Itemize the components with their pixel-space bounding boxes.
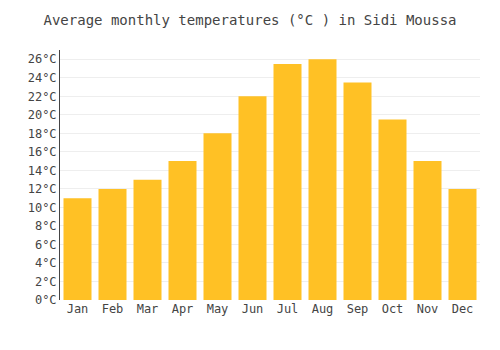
- svg-text:26°C: 26°C: [28, 52, 57, 66]
- svg-text:10°C: 10°C: [28, 201, 57, 215]
- svg-text:Feb: Feb: [102, 302, 124, 316]
- svg-text:4°C: 4°C: [35, 256, 57, 270]
- svg-text:6°C: 6°C: [35, 238, 57, 252]
- svg-text:2°C: 2°C: [35, 275, 57, 289]
- svg-text:Average monthly temperatures (: Average monthly temperatures (°C ) in Si…: [43, 12, 456, 28]
- svg-text:Jun: Jun: [242, 302, 264, 316]
- svg-text:8°C: 8°C: [35, 219, 57, 233]
- svg-text:24°C: 24°C: [28, 71, 57, 85]
- svg-text:Oct: Oct: [382, 302, 404, 316]
- svg-text:22°C: 22°C: [28, 90, 57, 104]
- svg-text:Nov: Nov: [417, 302, 439, 316]
- svg-text:0°C: 0°C: [35, 293, 57, 307]
- svg-text:16°C: 16°C: [28, 145, 57, 159]
- svg-text:May: May: [207, 302, 229, 316]
- svg-text:Apr: Apr: [172, 302, 194, 316]
- svg-text:12°C: 12°C: [28, 182, 57, 196]
- svg-text:14°C: 14°C: [28, 164, 57, 178]
- svg-text:Jan: Jan: [67, 302, 89, 316]
- svg-text:Mar: Mar: [137, 302, 159, 316]
- svg-text:Sep: Sep: [347, 302, 369, 316]
- svg-text:20°C: 20°C: [28, 108, 57, 122]
- svg-text:Aug: Aug: [312, 302, 334, 316]
- svg-text:18°C: 18°C: [28, 127, 57, 141]
- svg-text:Dec: Dec: [452, 302, 474, 316]
- svg-text:Jul: Jul: [277, 302, 299, 316]
